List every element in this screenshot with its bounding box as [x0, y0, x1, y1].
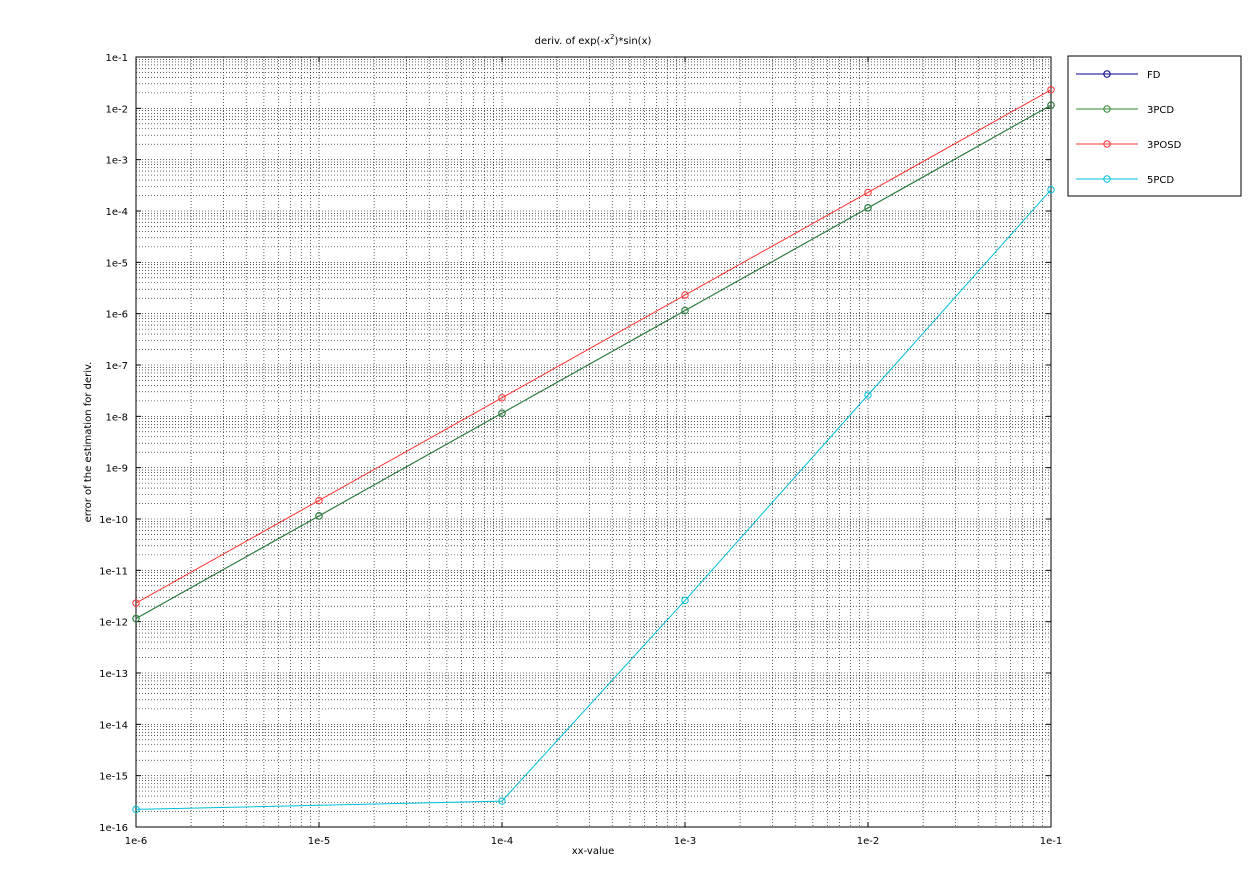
data-point-3pcd: [681, 306, 689, 315]
legend-swatch-marker: [1103, 105, 1111, 113]
series-3pcd: [132, 101, 1055, 623]
x-tick-label: 1e-6: [125, 836, 148, 847]
data-point-5pcd: [1047, 185, 1055, 194]
legend-item-5pcd: 5PCD: [1076, 175, 1174, 186]
data-point-3pcd: [132, 614, 140, 623]
series-5pcd: [132, 185, 1055, 814]
data-point-3posd: [315, 496, 323, 505]
y-tick-label: 1e-2: [106, 104, 129, 115]
y-tick-label: 1e-13: [99, 669, 128, 680]
data-point-3posd: [132, 599, 140, 607]
data-point-3pcd: [1047, 101, 1055, 109]
legend-label: FD: [1147, 70, 1161, 81]
x-tick-label: 1e-4: [491, 836, 514, 847]
series-layer: [132, 86, 1055, 814]
series-3posd: [132, 86, 1055, 607]
legend-item-3pcd: 3PCD: [1076, 105, 1174, 116]
data-point-3posd: [681, 291, 689, 299]
chart-title: deriv. of exp(-x2)*sin(x): [535, 33, 652, 47]
legend: FD 3PCD 3POSD 5PCD: [1067, 55, 1242, 197]
data-point-3posd: [864, 188, 872, 197]
data-point-3pcd: [315, 512, 323, 520]
y-axis-label: error of the estimation for deriv.: [83, 362, 94, 523]
y-tick-label: 1e-6: [106, 310, 129, 321]
legend-item-3posd: 3POSD: [1076, 140, 1182, 151]
data-point-3posd: [498, 394, 506, 402]
data-point-5pcd: [498, 797, 506, 805]
data-point-3pcd: [498, 409, 506, 417]
y-tick-label: 1e-16: [99, 823, 128, 834]
x-axis-label: xx-value: [572, 846, 615, 857]
plot-frame: [135, 56, 1052, 828]
data-point-3posd: [1047, 86, 1055, 94]
data-point-5pcd: [864, 391, 872, 399]
legend-label: 5PCD: [1147, 175, 1174, 186]
grid-lines: [135, 57, 1051, 828]
series-line-3posd: [135, 89, 1052, 604]
y-tick-label: 1e-9: [106, 464, 129, 475]
x-tick-label: 1e-1: [1040, 836, 1063, 847]
y-tick-label: 1e-15: [99, 772, 128, 783]
data-point-3pcd: [864, 204, 872, 212]
data-point-5pcd: [681, 596, 689, 605]
x-tick-label: 1e-2: [857, 836, 880, 847]
x-tick-label: 1e-5: [308, 836, 331, 847]
y-tick-label: 1e-5: [106, 258, 129, 269]
legend-swatch-marker: [1103, 175, 1111, 183]
x-tick-label: 1e-3: [674, 836, 697, 847]
legend-label: 3PCD: [1147, 105, 1174, 116]
series-line-5pcd: [135, 189, 1052, 810]
legend-item-fd: FD: [1076, 70, 1161, 81]
y-tick-label: 1e-1: [106, 53, 129, 64]
legend-swatch-marker: [1103, 140, 1111, 148]
data-point-5pcd: [132, 805, 140, 814]
legend-box: [1067, 55, 1242, 197]
y-tick-label: 1e-11: [99, 566, 128, 577]
y-tick-label: 1e-3: [106, 156, 129, 167]
y-tick-label: 1e-12: [99, 618, 128, 629]
axis-ticks: 1e-6 1e-5 1e-4 1e-3 1e-2 1e-1 1e-1 1e-2 1e-3 1e-4…: [99, 53, 1062, 847]
series-line-3pcd: [135, 104, 1052, 620]
y-tick-label: 1e-8: [106, 412, 129, 423]
y-tick-label: 1e-7: [106, 361, 129, 372]
legend-label: 3POSD: [1147, 140, 1182, 151]
y-tick-label: 1e-10: [99, 515, 128, 526]
y-tick-label: 1e-4: [106, 207, 129, 218]
y-tick-label: 1e-14: [99, 720, 128, 731]
chart-title-superscript: 2: [610, 33, 614, 41]
legend-swatch-marker: [1103, 70, 1111, 78]
